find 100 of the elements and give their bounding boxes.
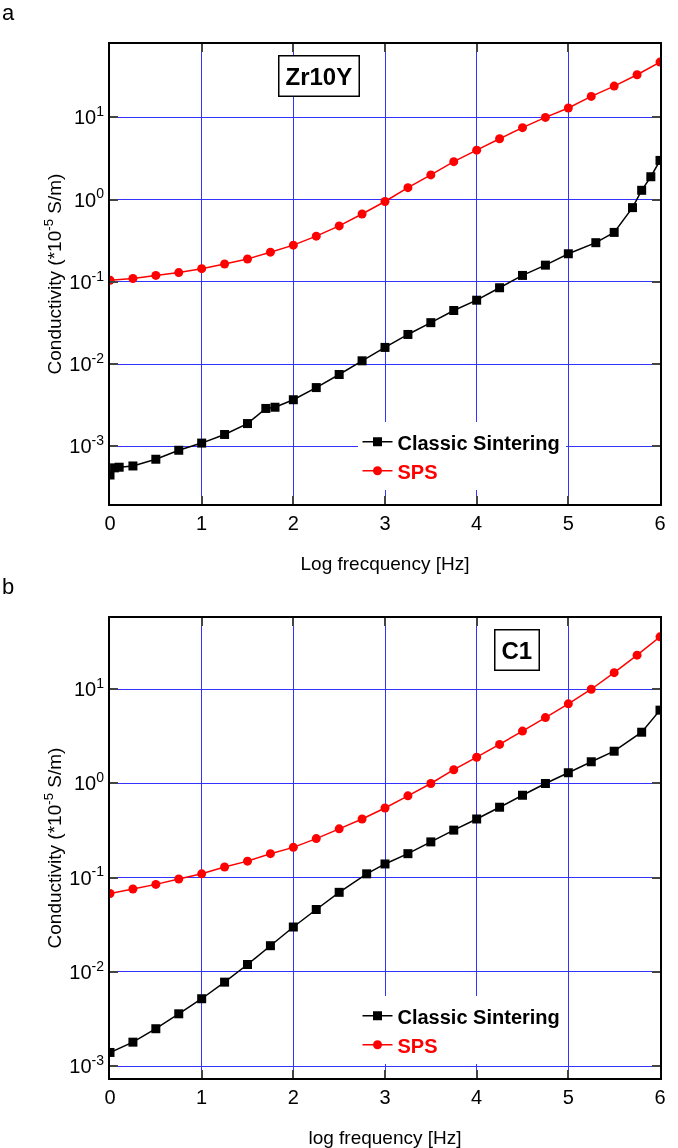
x-tick-label: 2 xyxy=(287,1086,299,1108)
point xyxy=(540,778,550,788)
y-tick-label: 10$^{-3}$ xyxy=(69,432,105,458)
legend-label: SPS xyxy=(397,1034,438,1057)
point xyxy=(609,746,619,756)
x-axis-title: Log frecquency [Hz] xyxy=(300,553,470,574)
y-tick-label: 10$^{-2}$ xyxy=(69,957,105,983)
point xyxy=(403,791,413,801)
y-tick-label: 10$^{0}$ xyxy=(73,769,105,795)
annotation: Zr10Y xyxy=(285,62,353,90)
point xyxy=(151,454,161,464)
point xyxy=(380,342,390,352)
point xyxy=(288,842,298,852)
point xyxy=(426,837,436,847)
point xyxy=(518,270,527,280)
point xyxy=(380,859,390,869)
chart-title: a xyxy=(2,0,15,25)
point xyxy=(637,727,647,737)
point xyxy=(563,768,573,778)
point xyxy=(151,879,161,889)
point xyxy=(609,668,619,678)
x-axis-title: log frequency [Hz] xyxy=(308,1127,462,1148)
point xyxy=(472,752,482,762)
chart-title: b xyxy=(2,574,15,599)
point xyxy=(270,402,280,412)
point xyxy=(265,941,275,951)
point xyxy=(495,802,505,812)
point xyxy=(380,197,390,206)
point xyxy=(128,274,138,284)
point xyxy=(426,778,436,788)
point xyxy=(197,869,207,879)
point xyxy=(449,825,459,835)
x-tick-label: 0 xyxy=(104,512,116,534)
point xyxy=(334,221,344,231)
point xyxy=(357,356,367,366)
point xyxy=(243,254,252,264)
point xyxy=(362,869,372,879)
point xyxy=(288,395,298,405)
x-tick-label: 6 xyxy=(654,512,666,534)
point xyxy=(174,445,184,455)
point xyxy=(174,874,184,884)
y-tick-label: 10$^{-1}$ xyxy=(69,863,105,889)
annotation: C1 xyxy=(501,636,533,664)
point xyxy=(449,305,459,315)
point xyxy=(495,283,505,293)
point xyxy=(220,862,230,872)
y-tick-label: 10$^{1}$ xyxy=(73,103,105,129)
point xyxy=(449,157,459,167)
x-tick-label: 4 xyxy=(471,1086,483,1108)
point xyxy=(151,1024,161,1034)
point xyxy=(114,462,124,472)
x-tick-label: 3 xyxy=(379,512,391,534)
point xyxy=(632,650,642,660)
point xyxy=(334,887,344,897)
point xyxy=(632,70,642,80)
point xyxy=(426,170,436,180)
point xyxy=(220,429,230,439)
point xyxy=(403,183,413,193)
point xyxy=(197,438,207,448)
point xyxy=(591,238,601,248)
point xyxy=(472,295,482,305)
point xyxy=(288,240,298,250)
point xyxy=(403,849,413,859)
y-tick-label: 10$^{-2}$ xyxy=(69,349,105,376)
point xyxy=(563,103,573,113)
point xyxy=(243,856,252,866)
y-tick-label: 10$^{-1}$ xyxy=(69,267,105,293)
point xyxy=(426,318,436,328)
point xyxy=(540,713,550,723)
x-tick-label: 3 xyxy=(379,1086,391,1108)
x-tick-label: 5 xyxy=(562,512,574,534)
point xyxy=(265,849,275,859)
point xyxy=(265,247,275,257)
point xyxy=(128,461,138,471)
point xyxy=(609,227,619,237)
x-tick-label: 1 xyxy=(196,1086,208,1108)
point xyxy=(334,370,344,379)
point xyxy=(357,209,367,219)
point xyxy=(243,960,252,970)
legend-label: SPS xyxy=(397,460,438,483)
point xyxy=(311,231,321,241)
x-tick-label: 6 xyxy=(654,1086,666,1108)
y-tick-label: 10$^{1}$ xyxy=(73,674,105,701)
point xyxy=(174,268,184,278)
point xyxy=(646,172,656,182)
legend-label: Classic Sintering xyxy=(397,1005,560,1028)
point xyxy=(311,905,321,915)
point xyxy=(472,145,482,155)
point xyxy=(540,260,550,270)
point xyxy=(518,726,527,736)
point xyxy=(243,419,252,429)
point xyxy=(288,922,298,932)
point xyxy=(380,803,390,813)
point xyxy=(174,1009,184,1019)
point xyxy=(220,977,230,987)
point xyxy=(495,134,505,144)
x-tick-label: 2 xyxy=(287,512,299,534)
point xyxy=(449,765,459,775)
point xyxy=(403,329,413,339)
point xyxy=(628,203,637,213)
